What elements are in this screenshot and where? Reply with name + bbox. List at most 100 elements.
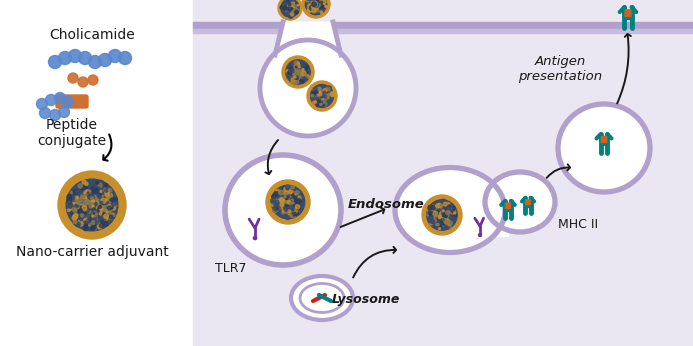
Circle shape <box>317 104 319 107</box>
Circle shape <box>91 203 94 207</box>
Circle shape <box>90 204 93 207</box>
Circle shape <box>297 72 301 76</box>
Circle shape <box>80 186 85 191</box>
Circle shape <box>270 202 275 206</box>
Circle shape <box>446 213 448 216</box>
Circle shape <box>318 90 321 93</box>
Circle shape <box>292 70 296 74</box>
Circle shape <box>284 200 288 203</box>
Circle shape <box>282 210 285 212</box>
Circle shape <box>429 208 430 210</box>
Circle shape <box>441 213 445 218</box>
Circle shape <box>299 72 304 77</box>
Circle shape <box>450 208 455 213</box>
Circle shape <box>291 78 296 83</box>
Circle shape <box>67 201 70 204</box>
Circle shape <box>99 220 103 225</box>
Circle shape <box>437 218 442 223</box>
Circle shape <box>319 96 322 99</box>
Circle shape <box>443 213 444 215</box>
Circle shape <box>287 201 291 205</box>
Circle shape <box>315 3 319 8</box>
FancyBboxPatch shape <box>526 200 530 205</box>
Circle shape <box>283 198 288 202</box>
Circle shape <box>292 70 295 73</box>
Circle shape <box>283 3 286 6</box>
Ellipse shape <box>300 283 344 312</box>
Circle shape <box>92 206 96 210</box>
Text: TLR7: TLR7 <box>216 262 247 275</box>
Circle shape <box>110 203 114 207</box>
Circle shape <box>266 180 310 224</box>
Circle shape <box>321 93 323 96</box>
Circle shape <box>290 202 292 204</box>
Circle shape <box>436 204 440 208</box>
Circle shape <box>445 213 447 216</box>
Circle shape <box>74 204 77 207</box>
Circle shape <box>85 204 89 208</box>
Circle shape <box>89 217 93 221</box>
Circle shape <box>80 202 82 204</box>
Circle shape <box>284 195 288 198</box>
Circle shape <box>90 213 94 218</box>
Circle shape <box>292 197 296 201</box>
Circle shape <box>301 62 306 66</box>
Circle shape <box>317 11 320 14</box>
Circle shape <box>295 10 299 14</box>
Circle shape <box>99 215 101 217</box>
Circle shape <box>288 70 293 74</box>
Circle shape <box>101 198 106 203</box>
Circle shape <box>295 67 297 71</box>
Circle shape <box>98 224 102 229</box>
Circle shape <box>321 5 324 9</box>
Circle shape <box>109 210 112 212</box>
Circle shape <box>291 185 295 189</box>
Circle shape <box>325 6 326 7</box>
Circle shape <box>289 210 293 214</box>
Circle shape <box>444 220 448 224</box>
Circle shape <box>445 208 448 211</box>
Circle shape <box>315 4 317 6</box>
Circle shape <box>320 90 324 94</box>
Circle shape <box>100 196 104 200</box>
Circle shape <box>87 192 89 194</box>
Circle shape <box>317 4 319 6</box>
Circle shape <box>297 72 301 76</box>
Circle shape <box>297 64 302 68</box>
Circle shape <box>273 208 277 212</box>
Circle shape <box>326 93 328 96</box>
Circle shape <box>98 195 101 198</box>
Circle shape <box>296 72 299 75</box>
Ellipse shape <box>485 172 555 232</box>
Circle shape <box>291 11 295 14</box>
Circle shape <box>114 197 117 201</box>
Circle shape <box>479 234 482 236</box>
Circle shape <box>281 0 299 17</box>
Circle shape <box>446 203 450 208</box>
Circle shape <box>301 69 302 71</box>
Circle shape <box>102 217 106 221</box>
Circle shape <box>108 189 112 192</box>
Circle shape <box>440 206 443 209</box>
Circle shape <box>284 193 288 198</box>
Circle shape <box>444 215 447 217</box>
Circle shape <box>67 194 71 199</box>
Circle shape <box>77 190 80 193</box>
Circle shape <box>105 191 110 195</box>
Circle shape <box>80 200 82 203</box>
Circle shape <box>315 3 319 8</box>
Circle shape <box>310 85 333 107</box>
Circle shape <box>288 209 291 213</box>
Circle shape <box>85 213 87 215</box>
Circle shape <box>109 215 113 219</box>
Circle shape <box>80 208 83 212</box>
Circle shape <box>93 188 96 190</box>
Circle shape <box>304 77 308 81</box>
Circle shape <box>88 225 90 227</box>
Circle shape <box>87 192 91 197</box>
Circle shape <box>91 208 94 211</box>
Circle shape <box>91 204 95 207</box>
Circle shape <box>286 202 288 204</box>
Circle shape <box>100 201 103 204</box>
Circle shape <box>73 221 78 225</box>
